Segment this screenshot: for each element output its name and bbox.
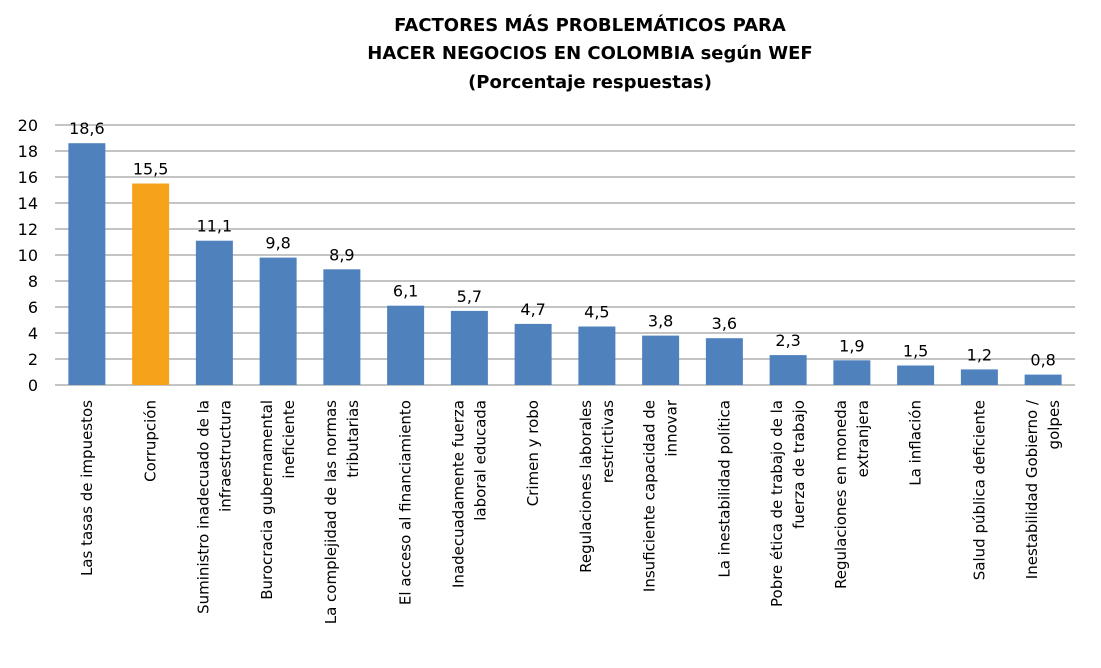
bar [642, 335, 680, 385]
bar [514, 323, 552, 385]
y-tick-label: 4 [28, 324, 38, 343]
value-label: 18,6 [69, 119, 105, 138]
bar [705, 338, 743, 385]
bar [833, 360, 871, 385]
bar [769, 355, 807, 385]
value-label: 6,1 [393, 282, 418, 301]
value-label: 0,8 [1030, 351, 1055, 370]
x-tick-label: Burocracia gubernamental ineficiente [258, 400, 298, 600]
value-label: 8,9 [329, 245, 354, 264]
bar [897, 365, 935, 385]
chart-title: (Porcentaje respuestas) [468, 72, 712, 93]
bar [323, 269, 361, 385]
bar [578, 326, 616, 385]
y-tick-label: 6 [28, 298, 38, 317]
x-tick-label: La complejidad de las normas tributarias [322, 400, 362, 624]
x-tick-label: Inestabilidad Gobierno / golpes [1023, 399, 1063, 579]
value-label: 11,1 [197, 217, 233, 236]
y-tick-label: 0 [28, 376, 38, 395]
y-tick-label: 10 [18, 246, 38, 265]
bar [450, 310, 488, 385]
chart-title: HACER NEGOCIOS EN COLOMBIA según WEF [367, 43, 812, 64]
value-label: 1,5 [903, 342, 928, 361]
y-tick-label: 8 [28, 272, 38, 291]
value-label: 3,8 [648, 312, 673, 331]
bar [132, 183, 170, 385]
value-label: 1,9 [839, 336, 864, 355]
x-tick-label: Pobre ética de trabajo de la fuerza de tr… [768, 400, 808, 607]
y-tick-label: 16 [18, 168, 38, 187]
x-tick-label: Suministro inadecuado de la infraestructu… [194, 400, 234, 614]
value-label: 15,5 [133, 160, 169, 179]
x-tick-label: El acceso al financiamiento [397, 400, 415, 605]
value-label: 4,5 [584, 303, 609, 322]
x-tick-label: Crimen y robo [524, 400, 542, 506]
y-tick-label: 2 [28, 350, 38, 369]
x-tick-label: Corrupción [142, 400, 160, 482]
bar [387, 305, 425, 385]
value-label: 3,6 [712, 314, 737, 333]
value-label: 9,8 [265, 234, 290, 253]
x-tick-label: La inflación [907, 400, 925, 486]
value-label: 2,3 [775, 331, 800, 350]
x-tick-label: Salud pública deficiente [970, 400, 988, 580]
bar [960, 369, 998, 385]
y-tick-label: 20 [18, 116, 38, 135]
chart-title: FACTORES MÁS PROBLEMÁTICOS PARA [394, 14, 786, 36]
bar [68, 143, 106, 385]
value-label: 4,7 [520, 300, 545, 319]
x-tick-label: Regulaciones laborales restrictivas [577, 400, 617, 573]
bar [195, 240, 233, 385]
y-tick-label: 12 [18, 220, 38, 239]
x-tick-label: Insuficiente capacidad de innovar [641, 399, 681, 592]
x-tick-label: Las tasas de impuestos [78, 400, 96, 576]
bar [1024, 374, 1062, 385]
value-label: 5,7 [457, 287, 482, 306]
x-tick-label: Inadecuadamente fuerza laboral educada [449, 400, 489, 588]
x-tick-label: Regulaciones en moneda extranjera [832, 400, 872, 589]
bar [259, 257, 297, 385]
y-tick-label: 18 [18, 142, 38, 161]
y-tick-label: 14 [18, 194, 38, 213]
value-label: 1,2 [967, 345, 992, 364]
x-tick-label: La inestabilidad política [715, 400, 733, 578]
